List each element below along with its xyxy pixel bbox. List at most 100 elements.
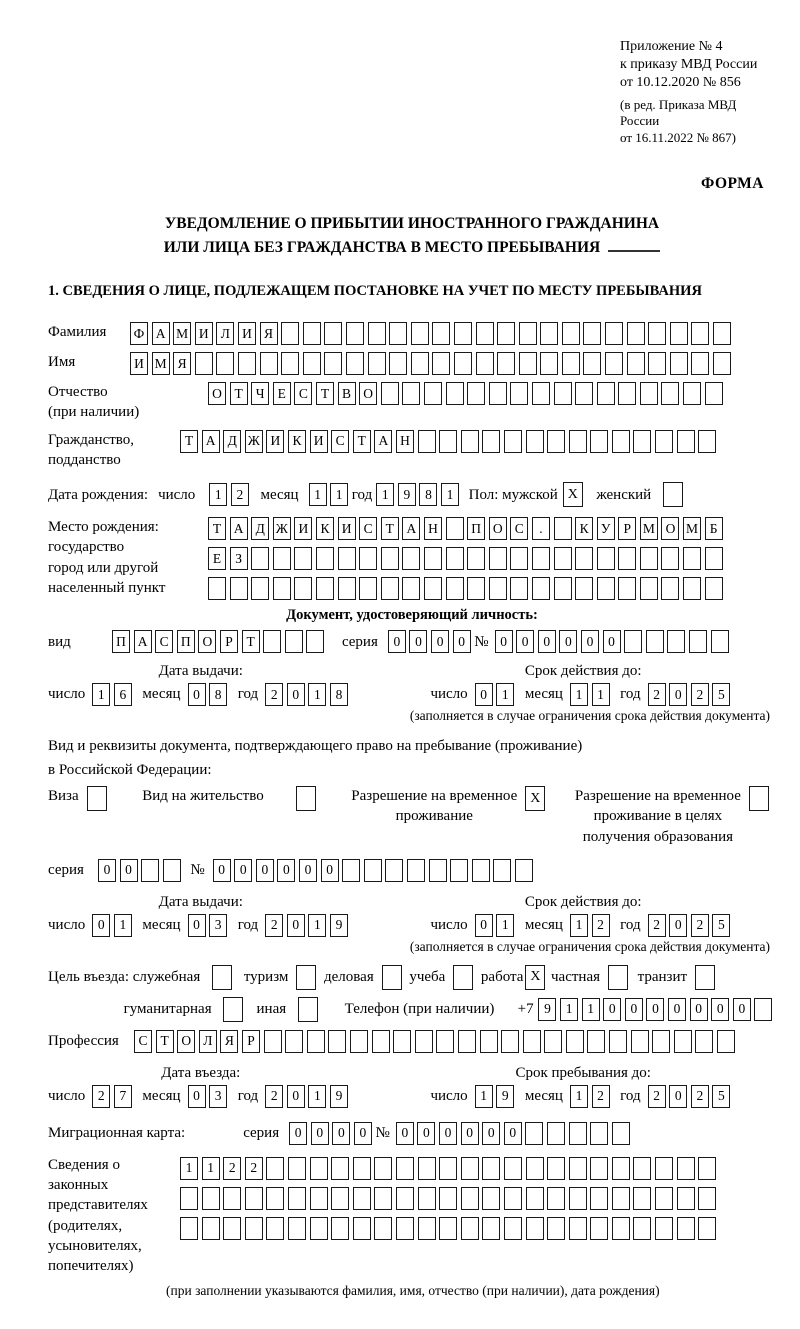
form-cell[interactable]	[460, 1156, 479, 1180]
form-cell[interactable]: Т	[180, 429, 198, 453]
form-cell[interactable]	[410, 322, 429, 346]
form-cell[interactable]	[655, 429, 674, 453]
form-cell[interactable]	[389, 322, 408, 346]
form-cell[interactable]	[439, 1216, 458, 1240]
form-cell[interactable]	[575, 547, 594, 571]
form-cell[interactable]: И	[194, 322, 213, 346]
form-cell[interactable]	[294, 577, 313, 601]
form-cell[interactable]: 2	[690, 683, 709, 707]
form-cell[interactable]	[263, 630, 282, 654]
form-cell[interactable]: 1	[496, 913, 515, 937]
form-cell[interactable]	[639, 382, 658, 406]
form-cell[interactable]: 1	[201, 1156, 220, 1180]
form-cell[interactable]	[605, 352, 624, 376]
form-cell[interactable]	[380, 577, 399, 601]
form-cell[interactable]	[611, 1121, 630, 1145]
form-cell[interactable]: А	[402, 517, 421, 541]
form-cell[interactable]	[618, 577, 637, 601]
form-cell[interactable]	[645, 630, 664, 654]
form-cell[interactable]	[417, 1156, 436, 1180]
form-cell[interactable]	[423, 577, 442, 601]
form-cell[interactable]: Ф	[130, 322, 148, 346]
form-cell[interactable]	[439, 1156, 458, 1180]
form-cell[interactable]	[583, 352, 602, 376]
form-cell[interactable]	[475, 322, 494, 346]
form-cell[interactable]	[208, 577, 226, 601]
form-cell[interactable]: 0	[732, 997, 751, 1021]
form-cell[interactable]: 1	[180, 1156, 198, 1180]
form-cell[interactable]	[605, 322, 624, 346]
form-cell[interactable]	[561, 352, 580, 376]
form-cell[interactable]	[661, 547, 680, 571]
form-cell[interactable]	[281, 352, 300, 376]
form-cell[interactable]	[590, 1121, 609, 1145]
form-cell[interactable]	[568, 1156, 587, 1180]
form-cell[interactable]	[518, 322, 537, 346]
form-cell[interactable]: А	[229, 517, 248, 541]
form-cell[interactable]	[331, 1216, 350, 1240]
form-cell[interactable]	[337, 577, 356, 601]
form-cell[interactable]	[688, 630, 707, 654]
form-cell[interactable]: Е	[208, 547, 226, 571]
form-cell[interactable]: И	[337, 517, 356, 541]
form-cell[interactable]	[525, 1186, 544, 1210]
form-cell[interactable]: 0	[669, 683, 688, 707]
form-cell[interactable]	[281, 322, 300, 346]
form-cell[interactable]	[575, 382, 594, 406]
form-cell[interactable]	[337, 547, 356, 571]
form-cell[interactable]	[648, 352, 667, 376]
form-cell[interactable]: 0	[320, 858, 339, 882]
form-cell[interactable]: 0	[332, 1121, 351, 1145]
form-cell[interactable]: 0	[119, 858, 138, 882]
form-cell[interactable]	[389, 352, 408, 376]
form-cell[interactable]	[406, 858, 425, 882]
form-cell[interactable]	[713, 352, 732, 376]
form-cell[interactable]: С	[331, 429, 350, 453]
form-cell[interactable]: 1	[308, 913, 327, 937]
form-cell[interactable]	[501, 1029, 520, 1053]
form-cell[interactable]	[259, 352, 278, 376]
form-cell[interactable]	[547, 1186, 566, 1210]
form-cell[interactable]	[698, 1186, 717, 1210]
form-cell[interactable]	[374, 1186, 393, 1210]
form-cell[interactable]	[655, 1156, 674, 1180]
form-cell[interactable]	[345, 352, 364, 376]
form-cell[interactable]: 2	[265, 1084, 284, 1108]
form-cell[interactable]	[510, 577, 529, 601]
form-cell[interactable]	[611, 1216, 630, 1240]
form-cell[interactable]	[331, 1186, 350, 1210]
form-cell[interactable]: А	[133, 630, 152, 654]
form-cell[interactable]	[611, 1186, 630, 1210]
form-cell[interactable]: 0	[516, 630, 535, 654]
form-cell[interactable]	[525, 1156, 544, 1180]
form-cell[interactable]: 2	[230, 483, 249, 507]
form-cell[interactable]	[479, 1029, 498, 1053]
form-cell[interactable]	[453, 322, 472, 346]
form-cell[interactable]: Ж	[244, 429, 263, 453]
form-cell[interactable]	[342, 858, 361, 882]
form-cell[interactable]	[683, 547, 702, 571]
form-cell[interactable]: Л	[216, 322, 235, 346]
form-cell[interactable]	[540, 352, 559, 376]
form-cell[interactable]	[710, 630, 729, 654]
form-cell[interactable]	[510, 382, 529, 406]
form-cell[interactable]: 8	[209, 683, 228, 707]
form-cell[interactable]: 0	[668, 997, 687, 1021]
form-cell[interactable]	[309, 1186, 328, 1210]
form-cell[interactable]: О	[661, 517, 680, 541]
form-cell[interactable]	[367, 352, 386, 376]
form-cell[interactable]	[141, 858, 160, 882]
form-cell[interactable]: А	[374, 429, 393, 453]
form-cell[interactable]	[611, 1156, 630, 1180]
form-cell[interactable]: 0	[277, 858, 296, 882]
form-cell[interactable]	[315, 547, 334, 571]
form-cell[interactable]	[676, 1156, 695, 1180]
form-cell[interactable]	[309, 1216, 328, 1240]
form-cell[interactable]	[287, 1156, 306, 1180]
form-cell[interactable]	[349, 1029, 368, 1053]
form-cell[interactable]: Р	[219, 630, 238, 654]
form-cell[interactable]: Д	[223, 429, 242, 453]
form-cell[interactable]	[385, 858, 404, 882]
form-cell[interactable]	[284, 630, 303, 654]
form-cell[interactable]: 1	[92, 683, 111, 707]
